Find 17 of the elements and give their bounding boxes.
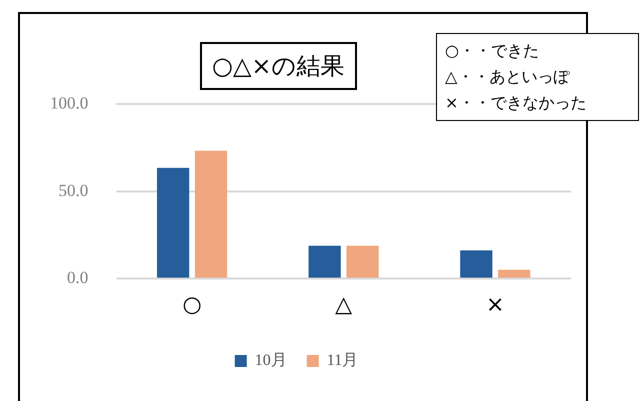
note-box: ○・・できた △・・あといっぽ ×・・できなかった [436, 33, 639, 121]
chart-title: ○△×の結果 [200, 42, 357, 90]
bar [194, 150, 228, 278]
bar [460, 250, 492, 278]
x-tick-label: ○ [182, 292, 202, 318]
bar [308, 246, 341, 278]
x-tick-label: △ [335, 292, 352, 318]
annotation: ×・・できなかった [445, 92, 588, 114]
y-tick-label: 100.0 [50, 93, 88, 112]
bar [156, 168, 190, 278]
legend-label: 10月 [254, 352, 287, 370]
bar [346, 246, 379, 278]
y-tick-label: 50.0 [58, 180, 88, 200]
bar [498, 270, 530, 278]
legend-label: 11月 [326, 352, 358, 370]
y-tick-label: 0.0 [67, 268, 88, 288]
x-tick-label: × [486, 292, 504, 318]
